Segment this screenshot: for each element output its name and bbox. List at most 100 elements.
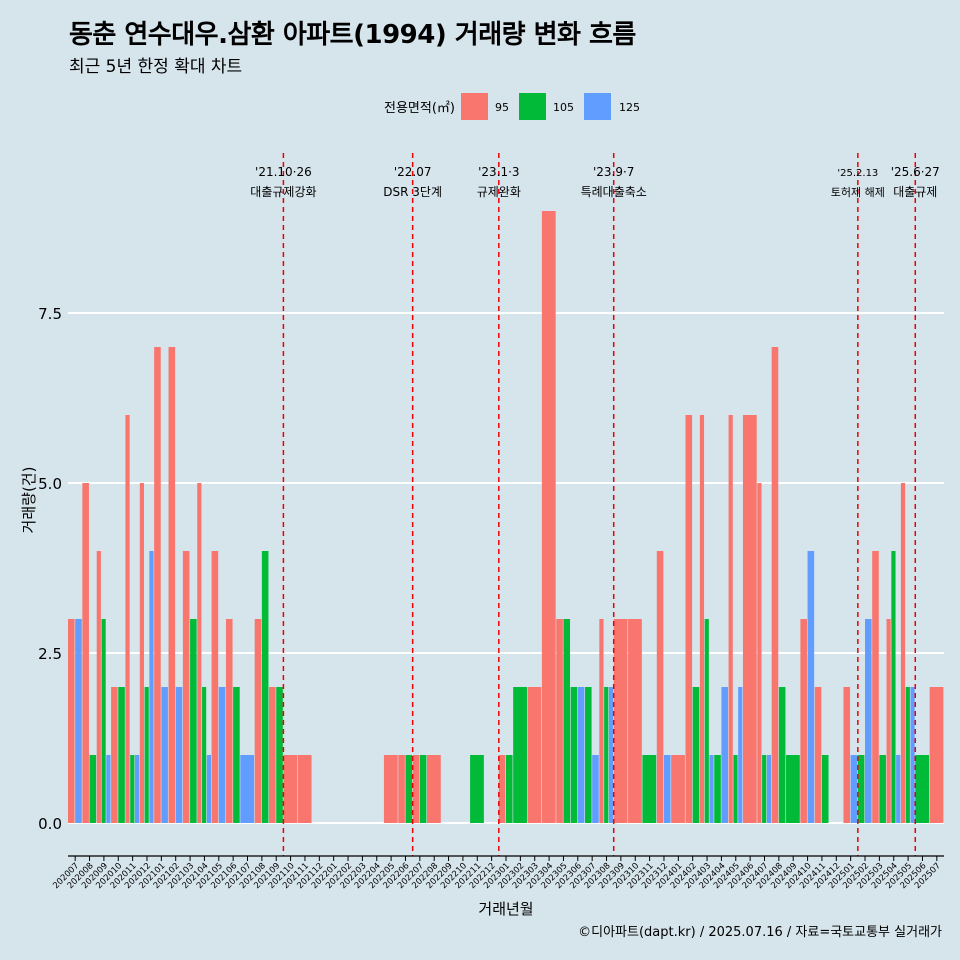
bar-95-202104 xyxy=(197,483,202,823)
bar-105-202207 xyxy=(419,755,427,823)
bar-105-202012 xyxy=(144,687,149,823)
legend-label-125: 125 xyxy=(619,101,640,114)
event-label: DSR 3단계 xyxy=(383,185,442,199)
bar-105-202402 xyxy=(692,687,700,823)
bar-95-202012 xyxy=(139,483,144,823)
bar-95-202312 xyxy=(656,551,664,823)
bar-105-202301 xyxy=(506,755,513,823)
bar-125-202107 xyxy=(240,755,255,823)
bar-105-202405 xyxy=(733,755,738,823)
bar-105-202502 xyxy=(857,755,865,823)
y-axis-label: 거래량(건) xyxy=(20,467,38,534)
bar-95-202206 xyxy=(398,755,405,823)
bar-105-202104 xyxy=(202,687,207,823)
bar-95-202007 xyxy=(68,619,75,823)
bar-95-202103 xyxy=(182,551,190,823)
bar-105-202010 xyxy=(118,687,125,823)
legend-label-105: 105 xyxy=(553,101,574,114)
bar-95-202111 xyxy=(297,755,312,823)
legend: 전용면적(㎡) 95 105 125 xyxy=(384,93,640,120)
bar-95-202101 xyxy=(154,347,161,823)
bar-105-202311 xyxy=(642,755,657,823)
event-date: '21.10·26 xyxy=(255,165,312,179)
bar-125-202012 xyxy=(149,551,154,823)
bar-95-202411 xyxy=(814,687,822,823)
bar-95-202205 xyxy=(383,755,398,823)
y-tick-label: 7.5 xyxy=(38,305,62,323)
x-axis-label: 거래년월 xyxy=(478,900,533,918)
bar-125-202007 xyxy=(75,619,82,823)
bar-95-202309 xyxy=(613,619,628,823)
bar-125-202504 xyxy=(896,755,901,823)
bar-105-202407 xyxy=(762,755,767,823)
bar-105-202211 xyxy=(470,755,484,823)
event-date: '23.9·7 xyxy=(593,165,634,179)
legend-title: 전용면적(㎡) xyxy=(384,101,455,116)
bar-105-202009 xyxy=(101,619,106,823)
event-date: '25.6·27 xyxy=(891,165,940,179)
bar-95-202501 xyxy=(843,687,851,823)
bar-95-202105 xyxy=(211,551,219,823)
bar-105-202411 xyxy=(821,755,829,823)
bar-125-202101 xyxy=(161,687,168,823)
y-tick-label: 0.0 xyxy=(38,815,62,833)
bar-105-202404 xyxy=(714,755,721,823)
bar-105-202408 xyxy=(778,687,786,823)
bar-105-202108 xyxy=(261,551,269,823)
bar-105-202011 xyxy=(130,755,135,823)
event-label: 대출규제 xyxy=(893,185,937,199)
event-date: '23.1·3 xyxy=(478,165,519,179)
bar-95-202108 xyxy=(254,619,262,823)
bar-125-202308 xyxy=(608,687,614,823)
event-date: '25.2.13 xyxy=(837,168,878,179)
bar-105-202307 xyxy=(584,687,592,823)
bar-95-202009 xyxy=(96,551,101,823)
bar-125-202407 xyxy=(766,755,772,823)
bar-105-202008 xyxy=(89,755,97,823)
bar-95-202109 xyxy=(269,687,276,823)
chart-subtitle: 최근 5년 한정 확대 차트 xyxy=(69,57,243,77)
bar-125-202105 xyxy=(218,687,226,823)
bar-125-202102 xyxy=(175,687,183,823)
bar-125-202501 xyxy=(850,755,858,823)
event-label: 대출규제강화 xyxy=(250,185,316,199)
bar-125-202312 xyxy=(663,755,671,823)
bar-95-202402 xyxy=(685,415,693,823)
bar-95-202308 xyxy=(599,619,604,823)
bar-125-202505 xyxy=(910,687,915,823)
event-label: 특례대출축소 xyxy=(581,185,647,199)
bar-95-202303 xyxy=(527,687,542,823)
bar-95-202208 xyxy=(427,755,441,823)
legend-key-105 xyxy=(519,93,546,120)
bar-105-202308 xyxy=(604,687,609,823)
chart-title: 동춘 연수대우.삼환 아파트(1994) 거래량 변화 흐름 xyxy=(69,20,636,50)
bar-125-202306 xyxy=(577,687,585,823)
bar-95-202207 xyxy=(412,755,420,823)
bar-105-202503 xyxy=(879,755,886,823)
bar-125-202405 xyxy=(738,687,743,823)
bar-95-202102 xyxy=(168,347,176,823)
bar-105-202505 xyxy=(905,687,910,823)
bar-95-202301 xyxy=(498,755,506,823)
bar-95-202410 xyxy=(800,619,807,823)
bar-105-202305 xyxy=(563,619,571,823)
bar-105-202106 xyxy=(233,687,240,823)
legend-key-125 xyxy=(584,93,611,120)
bar-125-202403 xyxy=(709,755,714,823)
bar-105-202109 xyxy=(276,687,283,823)
bar-95-202505 xyxy=(900,483,906,823)
bar-105-202504 xyxy=(891,551,896,823)
bar-125-202502 xyxy=(865,619,872,823)
bar-105-202506 xyxy=(915,755,930,823)
bar-95-202406 xyxy=(742,415,757,823)
bar-95-202403 xyxy=(699,415,705,823)
bar-105-202409 xyxy=(786,755,800,823)
bar-95-202010 xyxy=(111,687,118,823)
bar-105-202206 xyxy=(405,755,413,823)
bar-95-202408 xyxy=(771,347,779,823)
bar-105-202306 xyxy=(570,687,578,823)
event-label: 토허제 해제 xyxy=(831,185,885,199)
bar-95-202304 xyxy=(541,211,556,823)
bar-95-202503 xyxy=(872,551,879,823)
bar-125-202104 xyxy=(206,755,212,823)
